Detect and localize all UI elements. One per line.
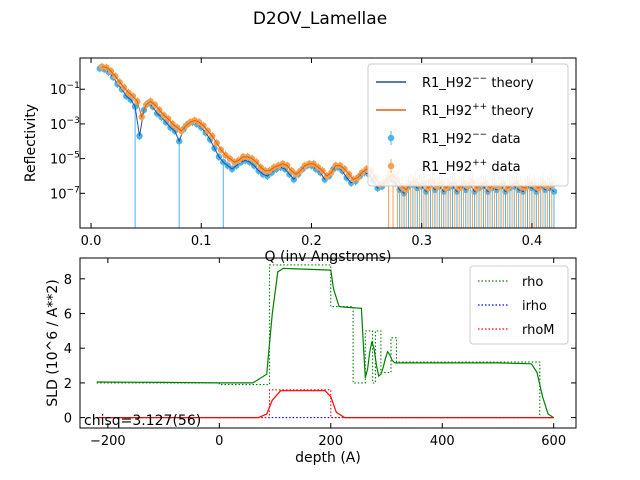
y-tick-label: 2 bbox=[64, 377, 72, 392]
sld-legend-entries: rho irho rhoM bbox=[478, 275, 555, 338]
x-tick-label: 0 bbox=[215, 434, 223, 449]
reflectivity-legend: R1_H92−− theory R1_H92++ theory R1_H92−− d… bbox=[367, 63, 569, 187]
sld-line-rho bbox=[96, 264, 554, 419]
legend-label: R1_H92−− theory bbox=[422, 74, 534, 91]
y-tick-label: 10−5 bbox=[50, 151, 80, 168]
sld-x-axis-label: depth (A) bbox=[295, 450, 361, 466]
y-tick-label: 6 bbox=[64, 308, 72, 323]
sld-ticks: −200 0 200 400 600 0 2 4 6 8 bbox=[64, 258, 576, 449]
legend-label: R1_H92++ data bbox=[422, 158, 521, 175]
sld-profile-plot: −200 0 200 400 600 0 2 4 6 8 SLD (10^6 / A**2) de… bbox=[45, 257, 577, 466]
reflectivity-legend-entries: R1_H92−− theory R1_H92++ theory R1_H92−− d… bbox=[376, 74, 534, 175]
y-tick-label: 8 bbox=[64, 273, 72, 288]
y-tick-label: 10−7 bbox=[50, 185, 80, 202]
x-tick-label: 0.2 bbox=[301, 234, 322, 249]
sld-y-axis-label: SLD (10^6 / A**2) bbox=[45, 279, 61, 406]
legend-label: irho bbox=[522, 299, 547, 314]
reflectivity-x-axis-label: Q (inv Angstroms) bbox=[265, 249, 392, 265]
y-tick-label: 0 bbox=[64, 412, 72, 427]
x-tick-label: 0.1 bbox=[191, 234, 212, 249]
legend-marker-swatch bbox=[387, 162, 395, 170]
chisq-annotation: chisq=3.127(56) bbox=[84, 413, 201, 429]
y-tick-label: 10−1 bbox=[50, 81, 80, 98]
sld-line-rhoM_smooth bbox=[96, 390, 554, 419]
figure-title: D2OV_Lamellae bbox=[253, 9, 387, 29]
theory-line bbox=[101, 66, 552, 191]
legend-marker-swatch bbox=[387, 134, 395, 142]
reflectivity-axes-frame bbox=[79, 57, 577, 229]
legend-label: R1_H92++ theory bbox=[422, 102, 534, 119]
sld-legend: rho irho rhoM bbox=[469, 265, 569, 345]
sld-legend-box bbox=[469, 265, 569, 345]
x-tick-label: 200 bbox=[318, 434, 343, 449]
x-tick-label: 400 bbox=[430, 434, 455, 449]
x-tick-label: 600 bbox=[541, 434, 566, 449]
legend-label: rhoM bbox=[522, 323, 555, 338]
reflectivity-legend-box bbox=[367, 63, 569, 187]
y-tick-label: 4 bbox=[64, 342, 72, 357]
reflectivity-y-axis-label: Reflectivity bbox=[23, 104, 39, 182]
x-tick-label: −200 bbox=[90, 434, 126, 449]
reflectivity-plot: 0.0 0.1 0.2 0.3 0.4 10−1 10−3 10−5 10−7 Reflecti… bbox=[23, 57, 577, 265]
legend-label: rho bbox=[522, 275, 543, 290]
x-tick-label: 0.3 bbox=[411, 234, 432, 249]
sld-data-layer bbox=[96, 264, 555, 419]
sld-line-rho_smooth bbox=[96, 267, 555, 419]
y-tick-label: 10−3 bbox=[50, 116, 80, 133]
x-tick-label: 0.4 bbox=[522, 234, 543, 249]
legend-label: R1_H92−− data bbox=[422, 130, 521, 147]
sld-axes-frame bbox=[79, 257, 577, 429]
x-tick-label: 0.0 bbox=[81, 234, 102, 249]
